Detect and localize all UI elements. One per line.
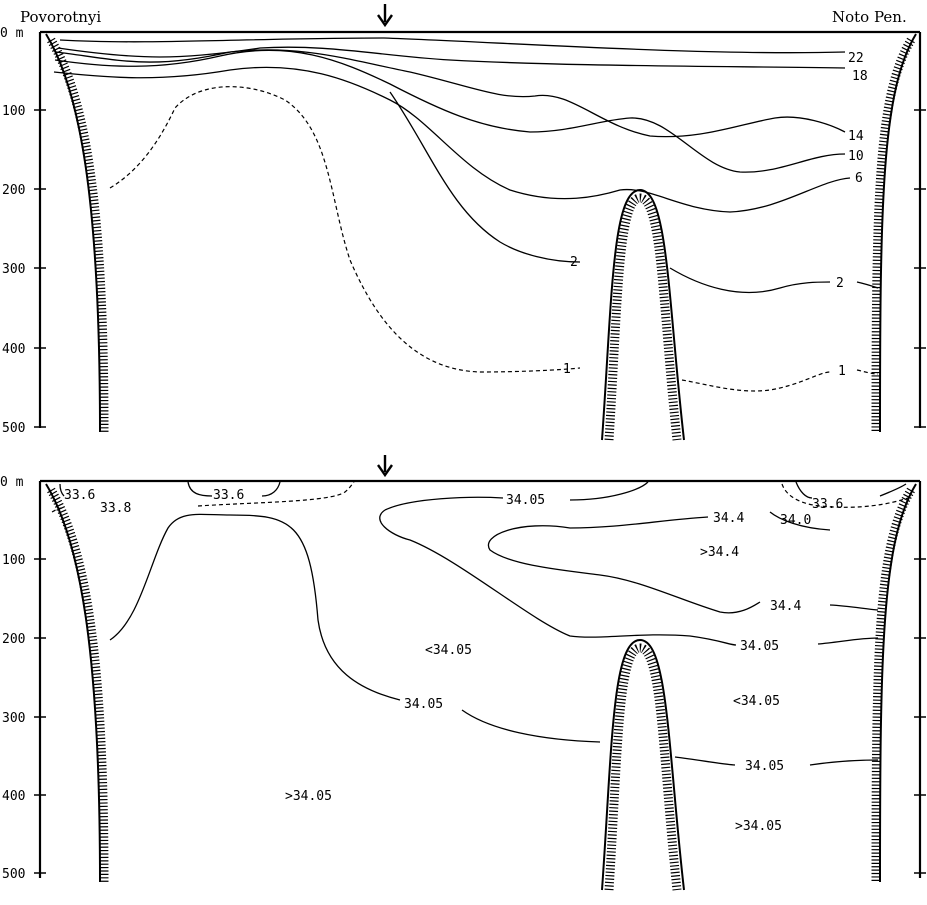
left-slope — [45, 33, 109, 433]
label-14: 14 — [848, 129, 864, 144]
label-10: 10 — [848, 149, 864, 164]
sal-label-34.05-right: 34.05 — [740, 639, 779, 654]
label-1-left: 1 — [563, 362, 571, 377]
isohalines — [51, 481, 909, 766]
isohaline-34.05-lower-right-end — [809, 759, 879, 766]
right-slope — [871, 33, 917, 433]
isohaline-33.6-mid — [187, 481, 213, 497]
sal-label-lt-34.05-mid: <34.05 — [425, 643, 472, 658]
sal-label-34.4-right: 34.4 — [770, 599, 801, 614]
left-station-label: Povorotnyi — [20, 8, 101, 26]
central-seamount — [601, 188, 685, 441]
isohaline-33.6-left — [59, 483, 65, 497]
right-station-label: Noto Pen. — [832, 8, 907, 26]
isohaline-labels: 33.6 33.6 33.8 34.05 34.4 33.6 34.0 >34.… — [64, 488, 843, 834]
isohaline-34.4-outer-end — [829, 604, 879, 611]
isohaline-34.05-upper-end — [569, 481, 649, 501]
sal-label-gt-34.05-left: >34.05 — [285, 789, 332, 804]
tick-500-bottom: 500 — [2, 867, 25, 882]
isotherm-6 — [53, 66, 851, 213]
sal-label-gt-34.05-right: >34.05 — [735, 819, 782, 834]
tick-400: 400 — [2, 342, 25, 357]
sal-label-34.0: 34.0 — [780, 513, 811, 528]
station-arrow-icon — [377, 4, 393, 28]
isotherms — [53, 37, 879, 392]
sal-label-gt-34.4: >34.4 — [700, 545, 739, 560]
tick-300: 300 — [2, 262, 25, 277]
tick-300-bottom: 300 — [2, 711, 25, 726]
isohaline-34.4-outer — [487, 516, 761, 614]
station-arrow-icon-bottom — [377, 455, 393, 478]
tick-400-bottom: 400 — [2, 789, 25, 804]
isohaline-33.6-right-end — [879, 483, 907, 497]
tick-0m-bottom: 0 m — [0, 475, 24, 490]
tick-200-bottom: 200 — [2, 632, 25, 647]
isotherm-10 — [54, 49, 846, 173]
isohaline-33.6-right — [795, 481, 813, 499]
isohaline-34.05-right — [817, 637, 879, 645]
isohaline-34.05-inner-right — [461, 709, 601, 743]
label-2-left: 2 — [570, 255, 578, 270]
sal-label-33.6-left: 33.6 — [64, 488, 95, 503]
isohaline-34.4-inner — [769, 511, 831, 531]
isohaline-34.05-upper-start — [384, 496, 504, 511]
sal-label-33.8: 33.8 — [100, 501, 131, 516]
label-1-right: 1 — [838, 364, 846, 379]
sal-label-34.05-left: 34.05 — [404, 697, 443, 712]
depth-tick-labels-bottom: 0 m 100 200 300 400 500 — [0, 475, 25, 882]
isotherm-labels: 22 18 14 10 6 2 2 1 1 — [563, 51, 868, 379]
sal-label-34.05-lower-right: 34.05 — [745, 759, 784, 774]
isotherm-18 — [57, 46, 846, 69]
tick-100-bottom: 100 — [2, 553, 25, 568]
tick-0m: 0 m — [0, 26, 24, 41]
label-2-right: 2 — [836, 276, 844, 291]
isotherm-1 — [109, 86, 581, 373]
temperature-panel: Povorotnyi Noto Pen. 0 m 100 200 300 400… — [0, 4, 926, 441]
isotherm-14 — [55, 49, 846, 138]
tick-500: 500 — [2, 421, 25, 436]
sal-label-34.05-top: 34.05 — [506, 493, 545, 508]
isotherm-1-right — [681, 371, 831, 392]
isohaline-33.8 — [51, 507, 63, 513]
isotherm-22 — [59, 37, 846, 54]
isohaline-34.05-upper — [379, 509, 737, 646]
depth-tick-marks-bottom — [34, 558, 926, 874]
label-6: 6 — [855, 171, 863, 186]
tick-200: 200 — [2, 183, 25, 198]
sal-label-lt-34.05-right: <34.05 — [733, 694, 780, 709]
depth-tick-marks — [34, 109, 926, 428]
isotherm-1-right-end — [856, 369, 879, 375]
isotherm-2-right-end — [856, 281, 879, 289]
sal-label-33.6-mid: 33.6 — [213, 488, 244, 503]
isohaline-34.05-inner — [109, 513, 401, 701]
salinity-panel: 0 m 100 200 300 400 500 — [0, 455, 926, 891]
isohaline-34.0-right — [781, 483, 909, 508]
isotherm-2 — [389, 91, 581, 263]
sal-label-34.4-top: 34.4 — [713, 511, 744, 526]
depth-tick-labels: 0 m 100 200 300 400 500 — [0, 26, 25, 436]
isohaline-34.05-lower-right — [674, 756, 736, 766]
label-18: 18 — [852, 69, 868, 84]
label-22: 22 — [848, 51, 864, 66]
right-slope-bottom — [871, 483, 917, 883]
central-seamount-bottom — [601, 638, 685, 891]
sal-label-33.6-right: 33.6 — [812, 497, 843, 512]
isohaline-33.6-mid-end — [261, 481, 281, 497]
isotherm-2-right — [669, 267, 831, 294]
isohaline-33.8-right — [197, 481, 355, 507]
left-slope-bottom — [45, 483, 109, 883]
tick-100: 100 — [2, 104, 25, 119]
